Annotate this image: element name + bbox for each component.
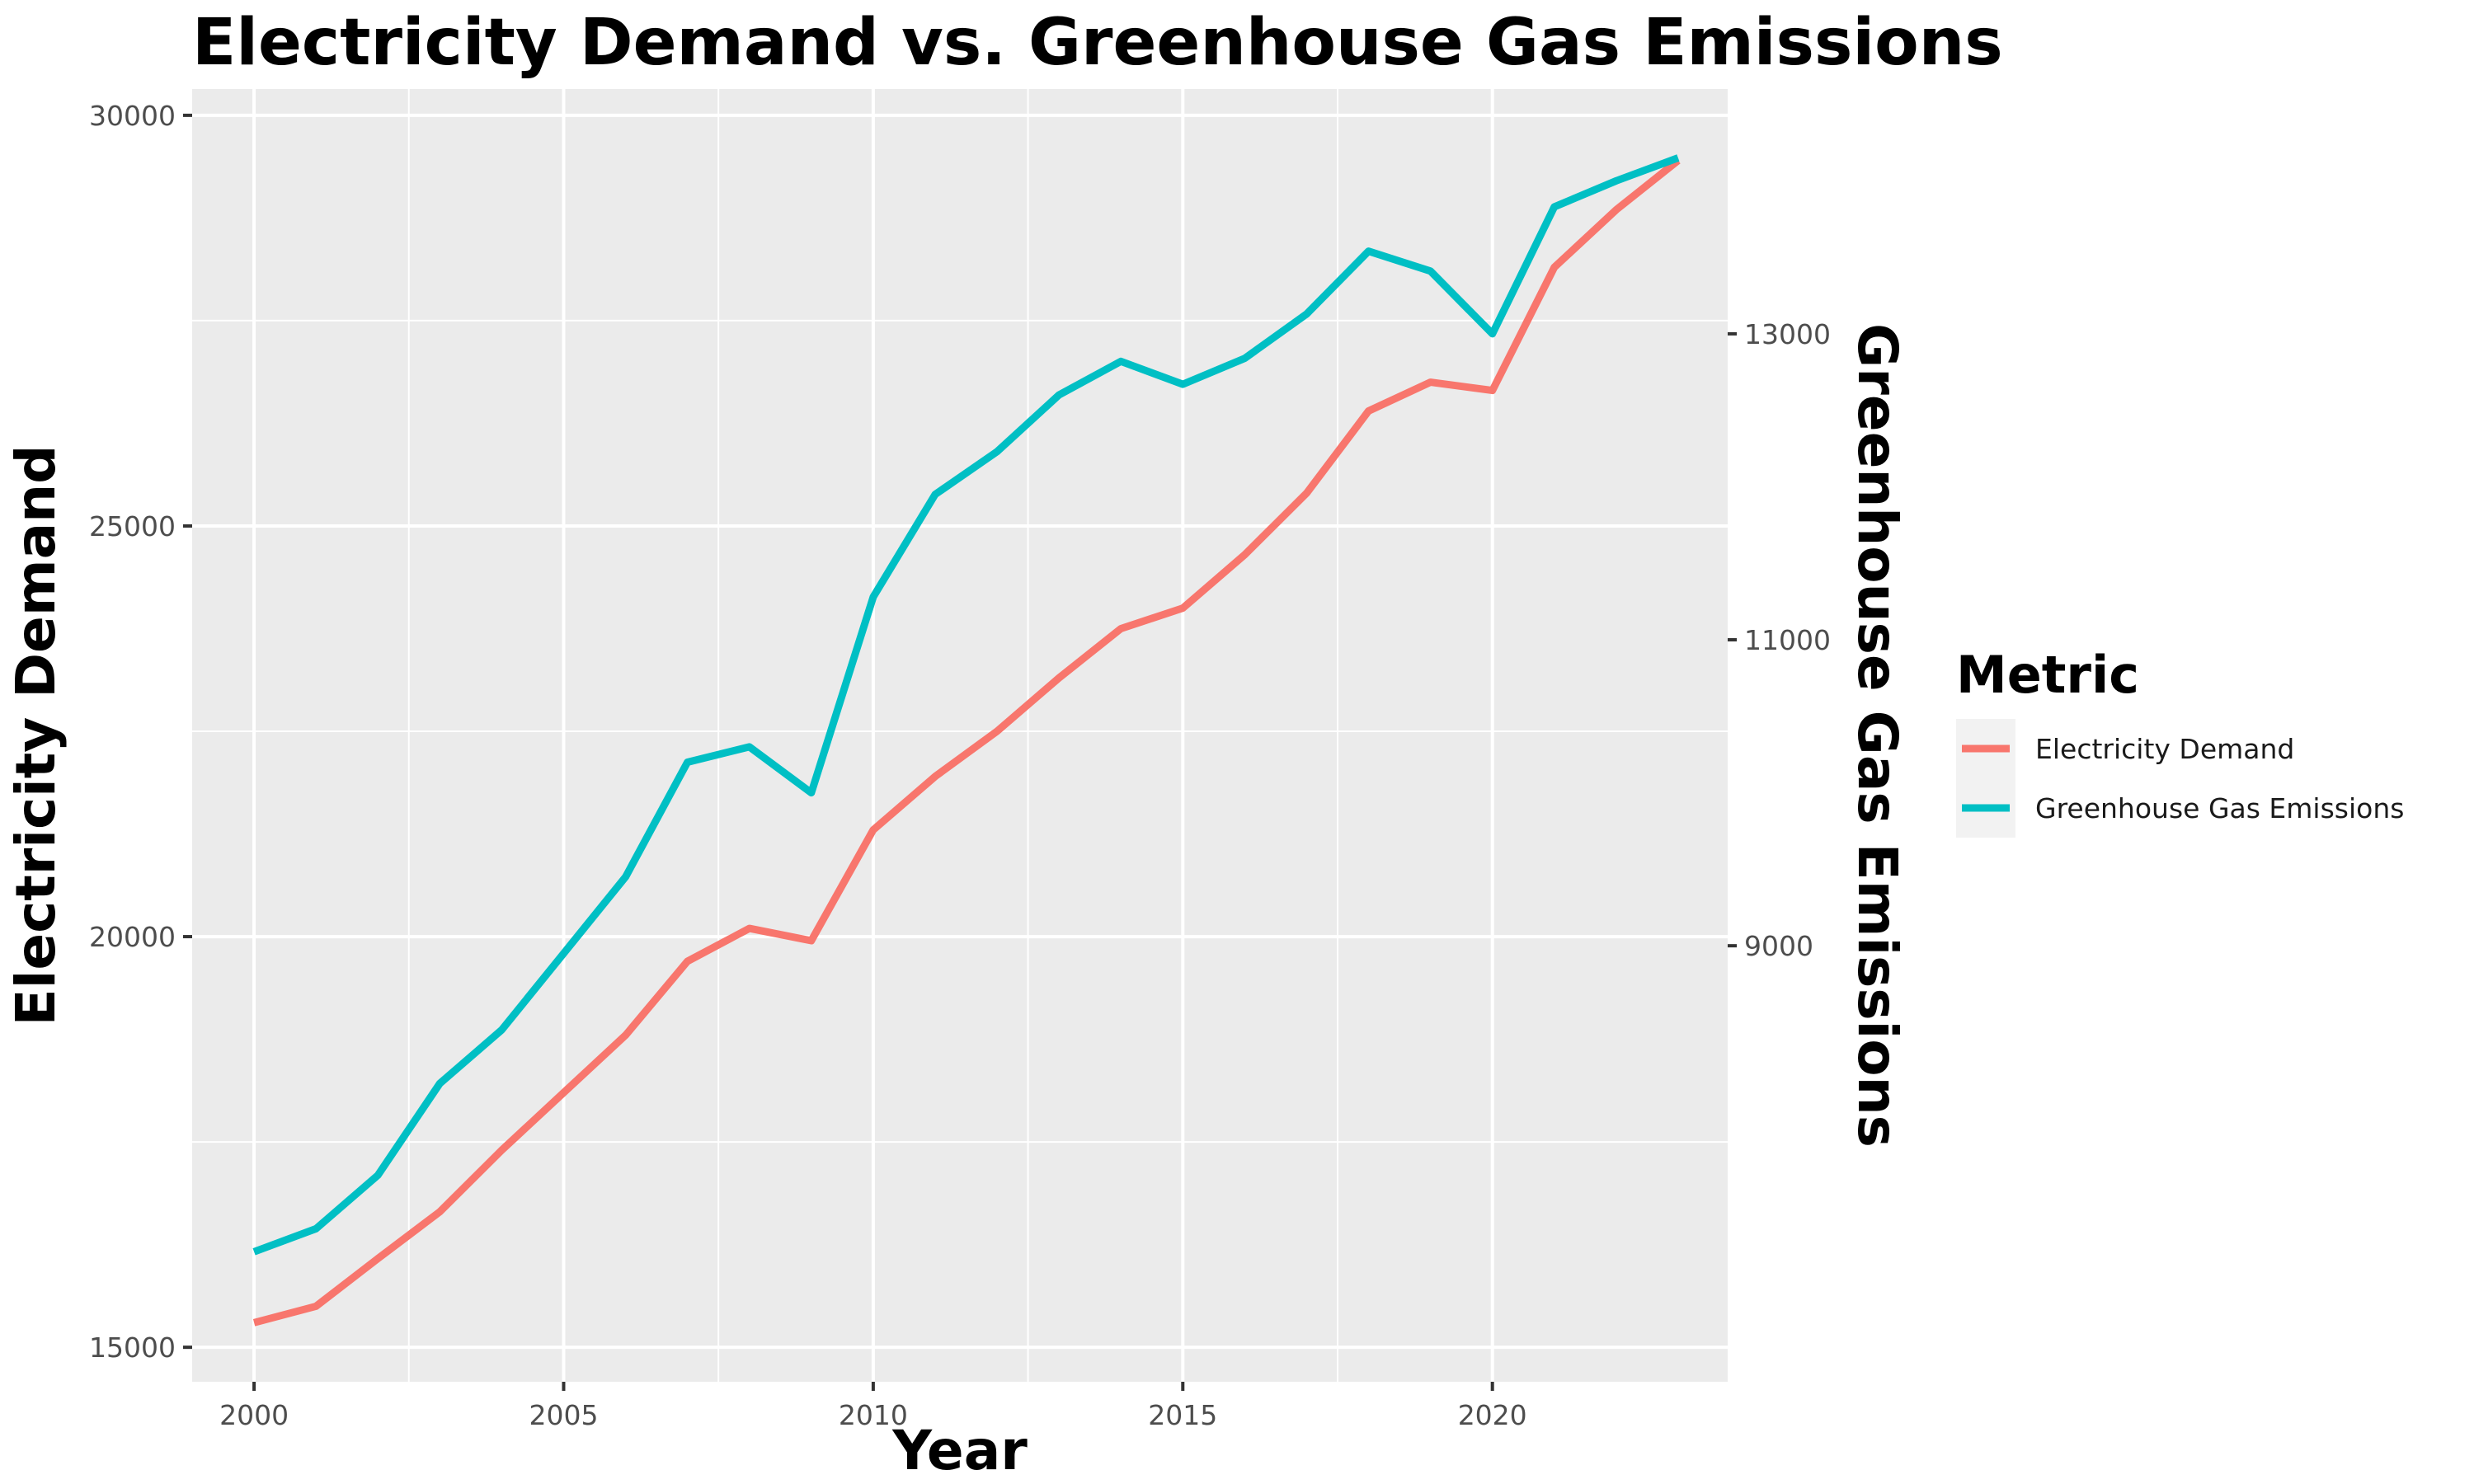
major-gridlines <box>192 89 1728 1382</box>
electricity-demand-line <box>252 157 1681 1327</box>
legend: Metric Electricity Demand Greenhouse Gas … <box>1956 645 2404 838</box>
y-axis-title: Electricity Demand <box>4 445 68 1026</box>
legend-title: Metric <box>1956 645 2139 705</box>
x-tick-label: 2000 <box>219 1399 289 1431</box>
x-tick-label: 2005 <box>529 1399 598 1431</box>
x-tick-label: 2015 <box>1148 1399 1217 1431</box>
y-tick-label: 25000 <box>89 510 176 542</box>
right-axis: 9000 11000 13000 <box>1728 318 1831 962</box>
y2-tick-label: 9000 <box>1744 930 1813 962</box>
y2-tick-label: 11000 <box>1744 624 1831 656</box>
secondary-y-axis-title: Greenhouse Gas Emissions <box>1846 323 1909 1148</box>
greenhouse-gas-emissions-line <box>252 154 1680 1256</box>
x-axis-title: Year <box>891 1419 1028 1482</box>
y-tick-label: 30000 <box>89 100 176 132</box>
left-axis: 15000 20000 25000 30000 <box>89 100 192 1364</box>
plot-panel <box>192 89 1728 1382</box>
legend-label: Greenhouse Gas Emissions <box>2035 792 2404 824</box>
chart-title: Electricity Demand vs. Greenhouse Gas Em… <box>192 6 2003 80</box>
y-tick-label: 15000 <box>89 1331 176 1364</box>
y-tick-label: 20000 <box>89 921 176 953</box>
legend-label: Electricity Demand <box>2035 733 2294 765</box>
minor-gridlines <box>192 89 1728 1382</box>
bottom-axis: 2000 2005 2010 2015 2020 <box>219 1382 1527 1431</box>
x-tick-label: 2010 <box>839 1399 908 1431</box>
x-tick-label: 2020 <box>1458 1399 1527 1431</box>
y2-tick-label: 13000 <box>1744 318 1831 350</box>
series-lines <box>252 154 1681 1327</box>
